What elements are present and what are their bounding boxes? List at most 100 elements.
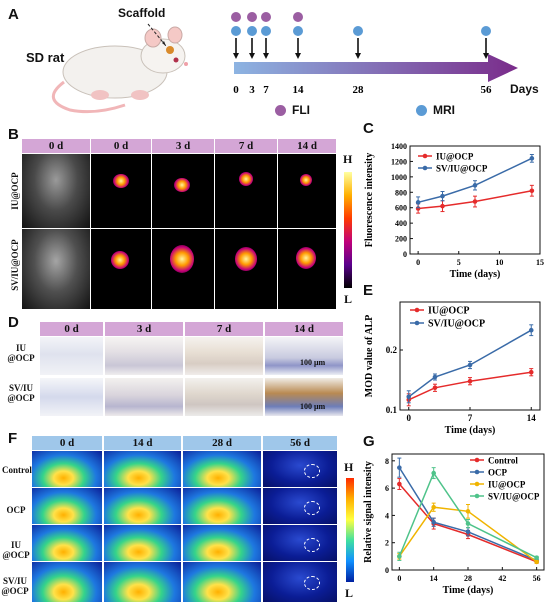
f-row-label-1: OCP [6, 505, 26, 515]
d-tile-7d-row2 [185, 378, 263, 416]
plot-frame [409, 145, 541, 255]
f-tile-ocp-col3 [263, 488, 337, 524]
timepoint-arrowhead [295, 53, 301, 59]
b-tile-0d-row2 [91, 229, 151, 309]
x-axis-label: Time (days) [450, 269, 501, 280]
f-tile-iu-ocp-col2 [183, 525, 261, 561]
panel-label-b: B [8, 126, 19, 143]
b-header-3: 7 d [215, 139, 277, 153]
y-tick-label: 0 [385, 566, 389, 575]
legend-label: IU@OCP [436, 152, 474, 162]
b-scale-high: H [343, 152, 353, 166]
y-tick-label: 0 [403, 250, 407, 259]
data-point [472, 183, 478, 188]
y-axis-label: Fluorescence intensity [364, 153, 375, 248]
f-tile-sv-iu-ocp-col1 [104, 562, 181, 602]
data-point [467, 362, 473, 368]
legend-label: IU@OCP [428, 306, 470, 317]
b-header-1: 0 d [91, 139, 151, 153]
data-point [528, 327, 534, 333]
mri-timepoint-dot [353, 26, 363, 36]
x-tick-label: 42 [498, 574, 506, 583]
mri-timepoint-dot [293, 26, 303, 36]
f-tile-ocp-col2 [183, 488, 261, 524]
f-header-0: 0 d [32, 436, 102, 450]
d-tile-3d-row1 [105, 337, 183, 375]
legend-label: SV/IU@OCP [436, 164, 488, 174]
x-tick-label: 10 [495, 258, 503, 267]
data-point [465, 529, 471, 535]
f-tile-ocp-col0 [32, 488, 102, 524]
b-row-label-1: SV/IU@OCP [10, 239, 20, 291]
d-header-3: 14 d [265, 322, 343, 336]
data-point [432, 374, 438, 380]
data-point [432, 385, 438, 391]
f-colorbar [346, 478, 354, 582]
f-tile-ocp-col1 [104, 488, 181, 524]
timepoint-arrowhead [233, 53, 239, 59]
defect-region-marker [303, 463, 320, 478]
f-row-label-2: IU @OCP [2, 540, 30, 560]
b-tile-photo-row2 [22, 229, 90, 309]
legend-label: Control [488, 456, 518, 466]
b-tile-14d-row2 [278, 229, 336, 309]
legend-marker [474, 481, 480, 487]
f-tile-control-col3 [263, 451, 337, 487]
data-point [467, 378, 473, 384]
b-tile-7d-row2 [215, 229, 277, 309]
d-header-2: 7 d [185, 322, 263, 336]
b-colorbar [344, 172, 352, 288]
x-axis-label: Time (days) [445, 425, 496, 436]
d-tile-0d-row1 [40, 337, 103, 375]
y-axis-label: MOD value of ALP [364, 315, 375, 398]
fli-timepoint-dot [293, 12, 303, 22]
x-tick-label: 0 [397, 574, 401, 583]
fli-timepoint-dot [261, 12, 271, 22]
d-tile-14d-row1 [265, 337, 343, 375]
timepoint-label: 14 [293, 84, 305, 96]
y-axis-label: Relative signal intensity [363, 461, 374, 563]
f-tile-control-col1 [104, 451, 181, 487]
f-tile-control-col2 [183, 451, 261, 487]
chart-mri-signal: 0 2 4 6 8 0 14 28 42 56 Time (days) Relative signal… [363, 453, 545, 596]
data-point [529, 188, 535, 194]
y-tick-label: 1200 [391, 157, 407, 166]
x-axis-label: Time (days) [443, 585, 494, 596]
y-tick-label: 8 [385, 457, 389, 466]
d-header-1: 3 d [105, 322, 183, 336]
timepoint-label: 0 [233, 84, 239, 96]
defect-region-marker [303, 500, 320, 515]
data-point [440, 193, 445, 199]
data-point [431, 504, 436, 510]
f-tile-iu-ocp-col1 [104, 525, 181, 561]
data-point [406, 394, 412, 400]
timepoint-label: 56 [481, 84, 493, 96]
timepoint-arrowhead [483, 53, 489, 59]
legend-marker [474, 457, 480, 463]
y-tick-label: 600 [395, 204, 407, 213]
d-tile-3d-row2 [105, 378, 183, 416]
data-point [528, 369, 534, 375]
fli-timepoint-dot [247, 12, 257, 22]
animal-label: SD rat [26, 50, 65, 65]
y-tick-label: 1000 [391, 173, 407, 182]
series-line [398, 467, 537, 562]
series-line [398, 483, 537, 563]
panel-label-c: C [363, 120, 374, 137]
d-tile-14d-row2 [265, 378, 343, 416]
y-tick-label: 800 [395, 188, 407, 197]
series-line [408, 329, 532, 398]
d-row-label-1: SV/IU @OCP [7, 383, 35, 403]
x-tick-label: 0 [407, 413, 412, 423]
legend-label: SV/IU@OCP [488, 492, 540, 502]
f-tile-sv-iu-ocp-col2 [183, 562, 261, 602]
d-tile-0d-row2 [40, 378, 103, 416]
scaffold-label: Scaffold [118, 6, 166, 20]
defect-region-marker [303, 576, 320, 590]
x-tick-label: 56 [533, 574, 541, 583]
timepoint-arrowhead [355, 53, 361, 59]
series-line [398, 506, 538, 563]
chart-alp: 0.1 0.2 0 7 14 Time (days) MOD value of ALP IU@… [364, 301, 541, 436]
f-tile-iu-ocp-col0 [32, 525, 102, 561]
b-header-0: 0 d [22, 139, 90, 153]
